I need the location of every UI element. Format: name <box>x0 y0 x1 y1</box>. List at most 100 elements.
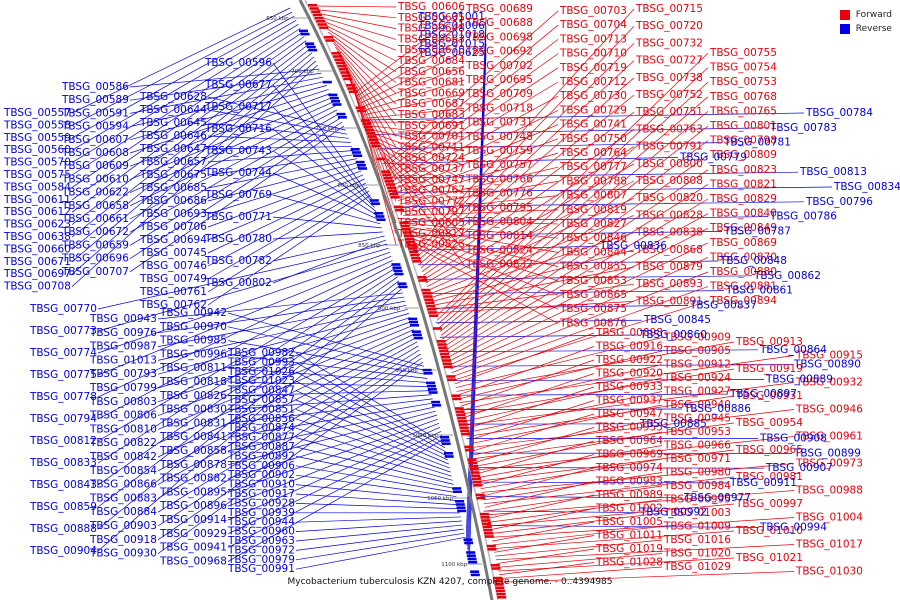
forward-connector <box>454 332 595 385</box>
forward-connector <box>495 544 795 561</box>
forward-gene-label: TBSG_00974 <box>595 462 663 474</box>
reverse-connector <box>71 7 291 114</box>
forward-gene-label: TBSG_00909 <box>663 332 731 344</box>
forward-connector <box>326 28 397 73</box>
reverse-connector <box>97 247 389 332</box>
forward-gene-label: TBSG_00905 <box>663 345 731 357</box>
reverse-gene-label: TBSG_00744 <box>204 167 272 179</box>
kbp-tick-label: 1050 kbp <box>427 496 453 502</box>
forward-gene-mark <box>464 445 474 449</box>
forward-gene-label: TBSG_00922 <box>595 354 663 366</box>
forward-connector <box>419 77 635 265</box>
forward-gene-label: TBSG_00937 <box>595 395 663 407</box>
reverse-swatch-icon <box>839 24 850 34</box>
forward-gene-label: TBSG_00754 <box>709 62 777 74</box>
reverse-connector <box>272 62 373 200</box>
reverse-gene-mark <box>350 148 360 151</box>
forward-connector <box>500 571 795 583</box>
forward-gene-label: TBSG_00823 <box>709 164 777 176</box>
reverse-gene-mark <box>470 570 480 573</box>
reverse-gene-label: TBSG_00889 <box>765 373 833 385</box>
forward-connector <box>495 539 663 557</box>
forward-connector <box>407 226 559 253</box>
forward-gene-label: TBSG_00988 <box>795 485 863 497</box>
kbp-tick-label: 800 kbp <box>337 183 360 189</box>
forward-connector <box>427 197 635 291</box>
forward-connector <box>372 132 465 166</box>
forward-gene-mark <box>384 180 394 183</box>
forward-connector <box>324 24 397 62</box>
forward-connector <box>491 521 595 542</box>
forward-connector <box>484 481 595 508</box>
reverse-gene-mark <box>398 285 408 289</box>
forward-connector <box>418 60 635 261</box>
reverse-gene-label: TBSG_00658 <box>61 200 129 212</box>
forward-connector <box>355 8 465 93</box>
forward-gene-mark <box>368 138 378 141</box>
reverse-connector <box>459 408 683 411</box>
genome-caption: Mycobacterium tuberculosis KZN 4207, com… <box>287 577 613 587</box>
reverse-gene-label: TBSG_00717 <box>204 101 272 113</box>
forward-connector <box>436 67 709 321</box>
forward-gene-label: TBSG_00919 <box>735 363 803 375</box>
forward-connector <box>415 25 635 254</box>
forward-connector <box>426 180 635 287</box>
forward-gene-label: TBSG_00820 <box>635 192 703 204</box>
forward-gene-mark <box>324 36 334 39</box>
forward-gene-mark <box>452 397 462 401</box>
reverse-gene-label: TBSG_00743 <box>204 145 272 157</box>
forward-gene-label: TBSG_00606 <box>397 1 465 13</box>
reverse-gene-label: TBSG_00610 <box>61 173 129 185</box>
forward-connector <box>452 286 709 377</box>
reverse-connector <box>207 186 368 280</box>
forward-connector <box>488 503 735 527</box>
forward-gene-label: TBSG_00763 <box>635 123 703 135</box>
reverse-gene-mark <box>331 100 341 103</box>
reverse-gene-mark <box>322 80 332 84</box>
forward-gene-mark <box>334 58 344 61</box>
reverse-gene-label: TBSG_00842 <box>89 451 157 463</box>
forward-gene-label: TBSG_00713 <box>559 33 627 45</box>
forward-connector <box>441 125 709 336</box>
reverse-gene-label: TBSG_01001 <box>417 11 485 23</box>
reverse-connector <box>295 493 459 506</box>
forward-gene-mark <box>311 10 321 13</box>
forward-gene-label: TBSG_00953 <box>663 426 731 438</box>
reverse-gene-label: TBSG_00836 <box>599 240 667 252</box>
forward-connector <box>496 548 595 564</box>
forward-connector <box>472 418 663 456</box>
forward-gene-mark <box>426 304 436 308</box>
reverse-connector <box>413 245 599 251</box>
reverse-gene-label: TBSG_00985 <box>159 335 227 347</box>
forward-gene-mark <box>314 16 324 20</box>
reverse-connector <box>97 288 402 552</box>
forward-gene-mark <box>493 576 503 580</box>
reverse-connector <box>207 190 370 293</box>
forward-gene-mark <box>468 464 478 468</box>
reverse-gene-label: TBSG_00976 <box>89 327 157 339</box>
forward-gene-label: TBSG_00916 <box>595 341 663 353</box>
reverse-gene-label: TBSG_00770 <box>29 303 97 315</box>
reverse-gene-mark <box>466 554 476 557</box>
forward-connector <box>435 52 709 317</box>
forward-gene-label: TBSG_00947 <box>595 408 663 420</box>
forward-gene-label: TBSG_00748 <box>465 131 533 143</box>
forward-gene-mark <box>471 474 481 477</box>
forward-gene-mark <box>410 253 420 257</box>
reverse-gene-label: TBSG_00645 <box>139 117 207 129</box>
reverse-gene-mark <box>427 388 437 391</box>
forward-gene-mark <box>437 343 447 346</box>
reverse-gene-label: TBSG_00696 <box>61 253 129 265</box>
reverse-connector <box>157 300 406 347</box>
reverse-gene-label: TBSG_00910 <box>227 479 295 491</box>
reverse-gene-mark <box>392 266 402 269</box>
reverse-gene-label: TBSG_00607 <box>61 134 129 146</box>
kbp-tick-label: 1100 kbp <box>441 562 467 568</box>
reverse-connector <box>157 325 413 430</box>
forward-connector <box>385 24 559 168</box>
forward-gene-label: TBSG_00776 <box>465 188 533 200</box>
forward-gene-label: TBSG_00772 <box>397 195 465 207</box>
forward-connector <box>433 283 635 310</box>
forward-gene-mark <box>439 349 449 353</box>
forward-gene-mark <box>403 234 413 237</box>
